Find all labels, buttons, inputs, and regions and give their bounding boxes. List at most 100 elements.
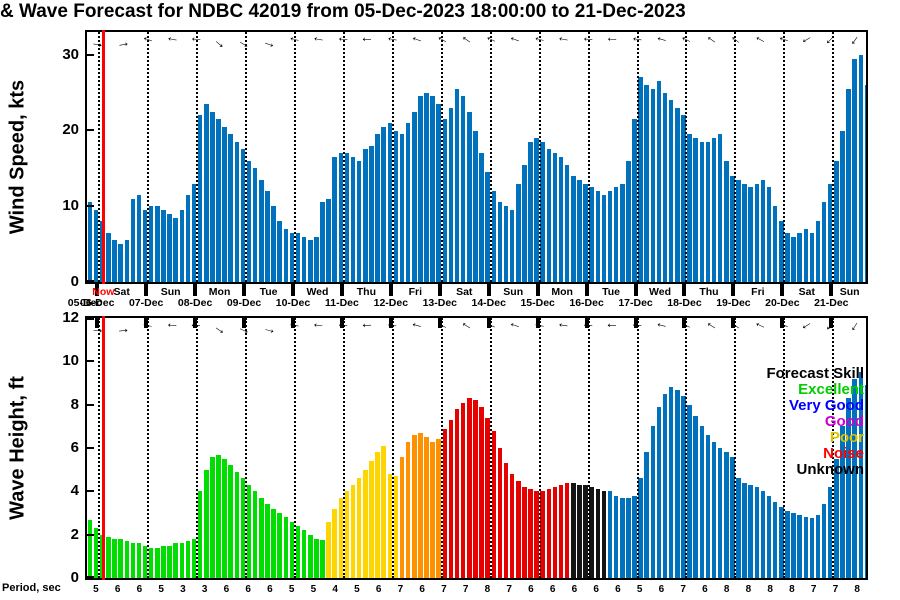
legend-entry-poor: Poor: [829, 429, 864, 446]
wind-bar: [148, 206, 154, 282]
wave-bar: [252, 491, 258, 578]
wind-bar: [589, 187, 594, 282]
axis-tick-thick: [486, 282, 491, 296]
x-date-label: 08-Dec: [177, 297, 213, 309]
wind-direction-arrow: →: [652, 32, 670, 52]
wave-bar: [136, 543, 142, 578]
period-value: 6: [136, 584, 143, 595]
wind-bar: [797, 232, 802, 282]
wave-bar: [528, 489, 533, 578]
axis-tick-thick: [731, 282, 736, 296]
x-day-label: Wed: [306, 286, 329, 298]
wave-bar: [259, 497, 264, 578]
wind-direction-arrow: →: [383, 32, 401, 52]
wave-bar: [821, 504, 827, 578]
period-value: 5: [310, 584, 317, 595]
wind-bar: [552, 153, 558, 282]
day-gridline: [587, 318, 590, 578]
period-value: 6: [245, 584, 251, 595]
period-value: 8: [745, 584, 752, 595]
period-value: 6: [114, 584, 121, 595]
wind-bar: [485, 172, 490, 282]
x-date-label: 16-Dec: [569, 297, 604, 309]
x-date-label: 18-Dec: [667, 297, 702, 309]
wind-bar: [693, 138, 698, 282]
period-value: 5: [636, 584, 643, 595]
wave-bar: [852, 378, 857, 578]
wind-direction-arrow: →: [407, 32, 426, 52]
wind-bar: [265, 191, 270, 282]
wave-direction-arrow: →: [407, 318, 426, 338]
wind-bar: [760, 179, 766, 282]
wave-bar: [442, 428, 448, 578]
wind-bar: [528, 141, 533, 282]
day-gridline: [587, 32, 590, 282]
legend-entry-noise: Noise: [823, 445, 864, 462]
wind-bar: [809, 232, 815, 282]
wind-bar: [130, 198, 136, 282]
wind-direction-arrow: →: [260, 32, 279, 52]
y-tick-mark: [87, 318, 94, 320]
wave-y-tick-label: 0: [70, 569, 79, 586]
wave-bar: [656, 406, 662, 578]
wind-bar: [412, 111, 417, 282]
wave-bar: [534, 491, 539, 578]
wave-bar: [381, 445, 386, 578]
wind-bar: [491, 191, 497, 282]
wind-direction-arrow: →: [554, 32, 572, 52]
x-day-label: Thu: [699, 286, 719, 298]
wind-bar: [626, 160, 631, 282]
wave-bar: [503, 463, 509, 578]
wave-bar: [809, 518, 815, 578]
wind-direction-arrow: →: [529, 32, 548, 52]
wave-bar: [460, 402, 466, 578]
wind-bar: [369, 145, 374, 282]
axis-tick-thick: [144, 316, 149, 328]
wave-bar: [779, 506, 784, 578]
axis-tick-thick: [95, 316, 100, 328]
wave-bar: [246, 484, 252, 578]
forecast-skill-legend: Forecast Skill Excellent Very Good Good Poo…: [766, 366, 864, 478]
legend-entry-unknown: Unknown: [796, 461, 865, 478]
period-value: 7: [506, 584, 512, 595]
wave-bar: [185, 541, 191, 578]
wave-bar: [418, 432, 423, 578]
wave-bar: [393, 476, 399, 578]
wave-bar: [265, 504, 270, 578]
wind-bar: [259, 179, 264, 282]
day-gridline: [734, 32, 737, 282]
x-day-label: Tue: [259, 286, 278, 298]
wave-direction-arrow: →: [310, 319, 327, 337]
period-value: 5: [288, 584, 295, 595]
wave-bar: [387, 474, 393, 578]
wave-bar: [301, 530, 307, 578]
axis-tick-thick: [535, 316, 540, 328]
x-date-label: 12-Dec: [373, 297, 409, 309]
day-gridline: [293, 32, 296, 282]
x-date-label: 09-Dec: [226, 297, 262, 309]
period-value: 8: [789, 584, 795, 595]
wave-bar: [210, 456, 215, 578]
period-value: 8: [767, 584, 773, 595]
axis-tick-thick: [144, 282, 149, 296]
wind-bar: [301, 236, 307, 282]
wave-bar: [448, 419, 454, 578]
now-marker-label: Now: [92, 286, 115, 298]
wind-bar: [516, 183, 521, 282]
wind-bar: [846, 88, 851, 282]
chart-title: & Wave Forecast for NDBC 42019 from 05-D…: [0, 1, 686, 22]
wave-bar: [858, 372, 864, 578]
wave-bar: [595, 489, 601, 578]
wind-bar: [791, 236, 796, 282]
wind-bar: [197, 115, 203, 282]
period-value: 6: [593, 584, 599, 595]
period-value: 6: [702, 584, 708, 595]
axis-tick-thick: [388, 316, 393, 328]
wave-bar: [558, 484, 564, 578]
wave-bar: [473, 400, 478, 578]
wave-bar: [234, 471, 240, 578]
wave-bar: [791, 513, 796, 578]
axis-tick-thick: [780, 316, 785, 328]
wave-bar: [607, 491, 613, 578]
wind-bar: [650, 88, 656, 282]
